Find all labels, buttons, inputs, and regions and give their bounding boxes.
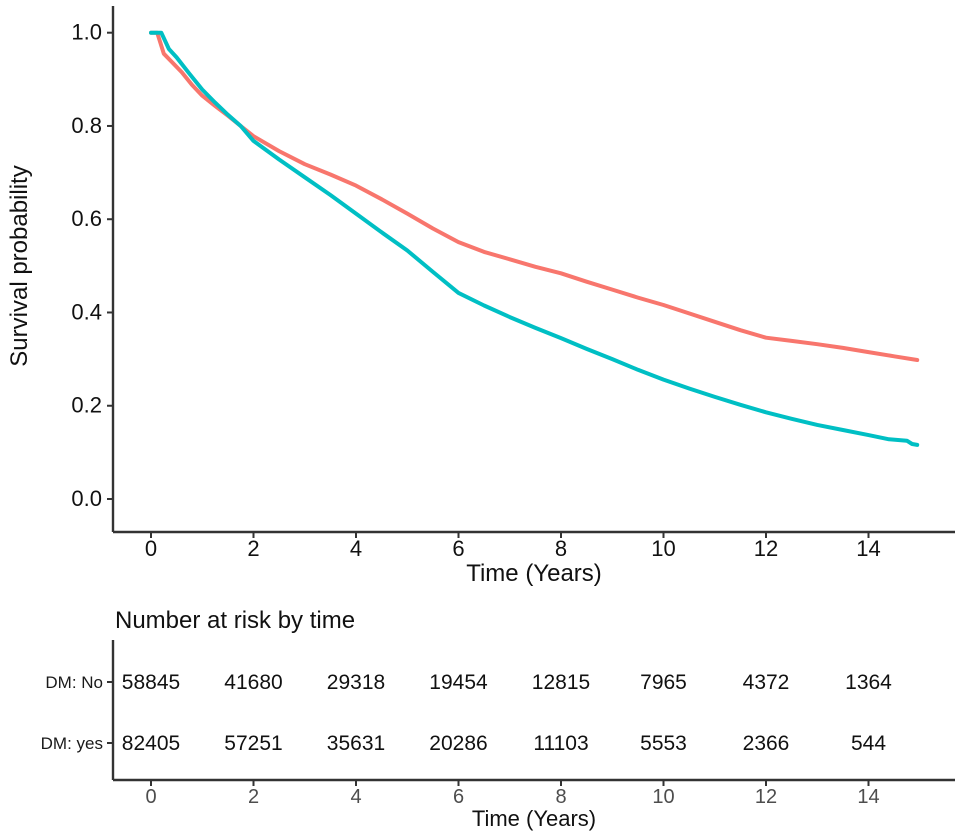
risk-count: 1364 [845,671,892,694]
survival-curve-dm-yes [149,30,920,447]
risk-x-tick-label: 8 [555,786,566,808]
x-tick-label: 14 [856,536,880,561]
risk-row-label: DM: yes [41,734,103,753]
y-axis-title: Survival probability [6,165,33,366]
risk-count: 11103 [533,732,588,755]
y-tick-label: 0.2 [71,393,102,418]
risk-table-x-axis-title: Time (Years) [472,806,596,831]
risk-x-tick-label: 10 [652,786,674,808]
risk-count: 58845 [122,671,180,694]
risk-count: 57251 [224,732,282,755]
risk-count: 544 [851,732,886,755]
x-tick-label: 6 [452,536,464,561]
x-tick-label: 4 [350,536,362,561]
y-tick-label: 1.0 [71,20,102,45]
risk-count: 29318 [327,671,385,694]
risk-count: 82405 [122,732,180,755]
risk-count: 4372 [743,671,790,694]
risk-x-tick-label: 12 [755,786,777,808]
risk-count: 41680 [224,671,282,694]
risk-count: 19454 [429,671,488,694]
curves-layer [149,30,920,447]
y-tick-label: 0.8 [71,113,102,138]
risk-count: 2366 [743,732,790,755]
risk-count: 5553 [640,732,687,755]
risk-count: 35631 [327,732,385,755]
risk-row-label: DM: No [45,673,103,692]
y-tick-label: 0.6 [71,206,102,231]
x-tick-label: 10 [651,536,675,561]
risk-count: 20286 [429,732,487,755]
main-axes: 0 2 4 6 8 10 12 14 0.0 0.2 0.4 0.6 0.8 1.0 [71,6,955,561]
x-tick-label: 8 [555,536,567,561]
risk-count: 7965 [640,671,687,694]
risk-x-tick-label: 0 [145,786,156,808]
risk-x-tick-label: 2 [248,786,259,808]
y-tick-label: 0.0 [71,486,102,511]
risk-table: DM: No 58845 41680 29318 19454 12815 7965 4372 1… [41,640,955,808]
risk-table-title: Number at risk by time [115,607,355,634]
survival-curve-dm-no [149,30,920,362]
risk-count: 12815 [532,671,590,694]
x-tick-label: 2 [247,536,259,561]
risk-x-tick-label: 14 [857,786,879,808]
risk-x-tick-label: 6 [453,786,464,808]
risk-x-tick-label: 4 [350,786,361,808]
x-tick-label: 12 [754,536,778,561]
x-axis-title: Time (Years) [466,560,602,587]
y-tick-label: 0.4 [71,299,102,324]
x-tick-label: 0 [145,536,157,561]
